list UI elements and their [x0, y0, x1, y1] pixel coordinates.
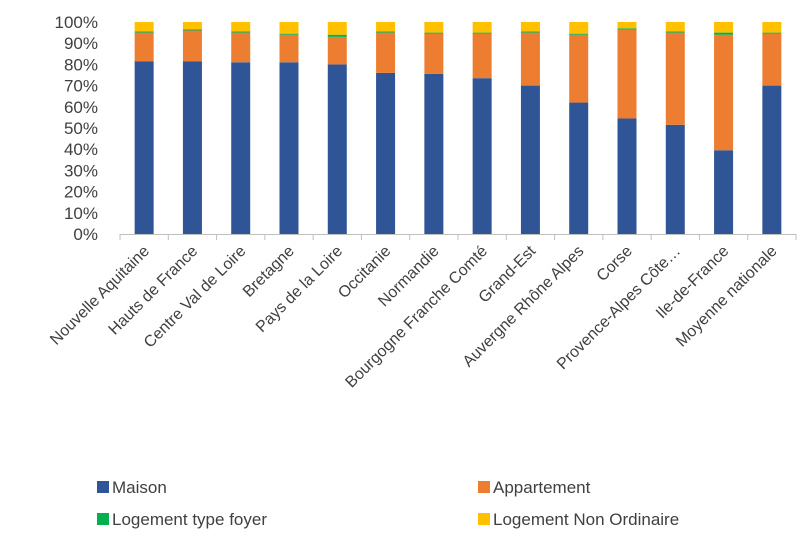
bar-segment [714, 150, 734, 234]
bar-segment [617, 28, 637, 30]
legend: Maison Appartement Logement type foyer Loge… [97, 478, 679, 529]
bar-segment [617, 118, 637, 234]
bar-segment [134, 31, 154, 33]
legend-label: Logement Non Ordinaire [493, 510, 679, 529]
bar-segment [376, 72, 396, 234]
bar-segment [665, 22, 685, 32]
bar-segment [424, 22, 444, 33]
bar-segment [279, 62, 299, 234]
bar-segment [520, 22, 540, 32]
bar-segment [279, 34, 299, 63]
bar-segment [762, 32, 782, 34]
bar-segment [617, 22, 637, 29]
bar-segment [714, 34, 734, 151]
bar-segment [424, 33, 444, 74]
y-tick-label: 80% [64, 55, 98, 74]
bar-segment [327, 36, 347, 65]
x-axis [119, 234, 797, 240]
bar-segment [376, 32, 396, 73]
y-tick-label: 30% [64, 161, 98, 180]
legend-swatch [97, 513, 109, 525]
bar-segment [231, 31, 251, 33]
bar-segment [569, 34, 589, 103]
x-tick-label: Hauts de France [106, 243, 202, 339]
bar-segment [569, 22, 589, 34]
bar-segment [182, 30, 202, 62]
bars [134, 22, 782, 235]
bar-segment [762, 85, 782, 234]
bar-segment [472, 78, 492, 235]
bar-segment [134, 61, 154, 234]
legend-swatch [97, 481, 109, 493]
bar-segment [472, 22, 492, 33]
y-tick-label: 10% [64, 204, 98, 223]
bar-segment [376, 31, 396, 33]
x-tick-label: Corse [594, 243, 636, 285]
bar-segment [520, 32, 540, 86]
bar-segment [665, 124, 685, 234]
y-tick-label: 60% [64, 98, 98, 117]
x-tick-label: Pays de la Loire [253, 243, 346, 336]
bar-segment [424, 73, 444, 234]
bar-segment [182, 22, 202, 30]
bar-segment [472, 33, 492, 79]
bar-segment [327, 64, 347, 235]
bar-segment [617, 29, 637, 119]
bar-segment [762, 22, 782, 33]
y-tick-label: 0% [73, 225, 98, 244]
bar-segment [134, 32, 154, 62]
bar-segment [231, 22, 251, 32]
y-tick-label: 90% [64, 34, 98, 53]
bar-segment [569, 33, 589, 35]
legend-label: Logement type foyer [112, 510, 267, 529]
bar-segment [134, 22, 154, 32]
bar-segment [714, 22, 734, 33]
bar-segment [279, 22, 299, 34]
bar-segment [279, 33, 299, 35]
y-tick-label: 100% [55, 13, 98, 32]
bar-segment [231, 32, 251, 63]
bar-segment [665, 31, 685, 33]
y-tick-label: 50% [64, 119, 98, 138]
bar-segment [714, 32, 734, 35]
y-tick-label: 70% [64, 77, 98, 96]
bar-segment [665, 32, 685, 125]
bar-segment [762, 33, 782, 86]
legend-label: Maison [112, 478, 167, 497]
bar-segment [376, 22, 396, 32]
bar-segment [231, 62, 251, 234]
legend-swatch [478, 481, 490, 493]
bar-segment [424, 32, 444, 34]
bar-segment [327, 34, 347, 37]
bar-segment [182, 29, 202, 31]
bar-segment [327, 22, 347, 35]
bar-segment [569, 102, 589, 234]
legend-swatch [478, 513, 490, 525]
legend-label: Appartement [493, 478, 591, 497]
y-tick-label: 20% [64, 183, 98, 202]
bar-segment [520, 31, 540, 33]
bar-segment [182, 61, 202, 234]
y-axis-ticks: 0% 10% 20% 30% 40% 50% 60% 70% 80% 90% 100% [55, 13, 98, 244]
bar-segment [520, 85, 540, 234]
bar-segment [472, 32, 492, 34]
y-tick-label: 40% [64, 140, 98, 159]
